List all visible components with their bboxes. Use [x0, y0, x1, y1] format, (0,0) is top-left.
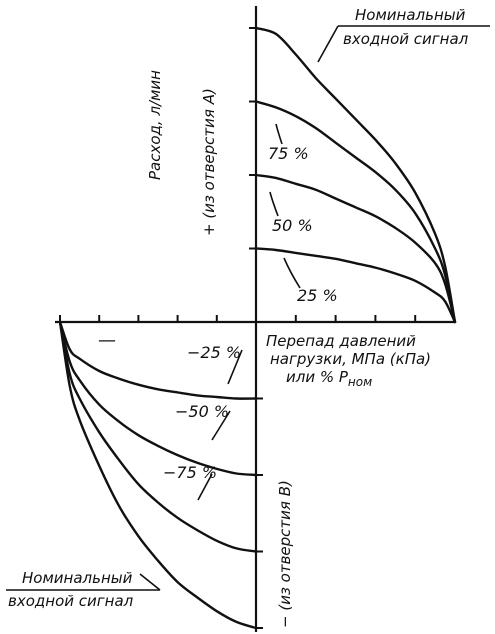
nominal-bottom-line2: входной сигнал	[8, 592, 134, 610]
label-50: 50 %	[272, 216, 313, 235]
x-axis-label-subscript: ном	[348, 375, 372, 389]
y-axis-label-positive-port: + (из отверстия А)	[200, 88, 218, 236]
series-line-neg-4	[58, 320, 258, 400]
series-line-neg-5	[58, 320, 258, 477]
series-line-neg-6	[58, 320, 258, 553]
ticks	[59, 27, 417, 629]
x-axis-label-line2: нагрузки, МПа (кПа)	[270, 350, 431, 368]
nominal-top-line1: Номинальный	[355, 6, 466, 24]
leader-75	[275, 123, 283, 145]
nominal-bottom-line1: Номинальный	[22, 569, 133, 587]
leaders	[139, 25, 339, 591]
label-m75: −75 %	[163, 463, 217, 482]
x-axis-label-line3: или % Pном	[286, 368, 372, 389]
x-axis-label-line3-text: или % P	[286, 368, 349, 386]
y-axis-label-positive: Расход, л/мин	[146, 70, 164, 180]
series-line-pos-1	[254, 100, 457, 324]
leader-m75	[197, 473, 213, 501]
leader-m50	[211, 410, 231, 441]
x-axis-label-line1: Перепад давлений	[266, 332, 416, 350]
label-75: 75 %	[268, 144, 309, 163]
leader-nominal-top	[317, 25, 339, 63]
leader-m25	[227, 349, 243, 385]
series-line-pos-2	[254, 173, 457, 324]
curves	[58, 26, 457, 630]
nominal-top-line2: входной сигнал	[343, 30, 469, 48]
label-25: 25 %	[297, 286, 338, 305]
series-line-pos-3	[254, 247, 457, 324]
leader-nominal-bottom	[139, 573, 161, 591]
series-line-pos-0	[254, 26, 457, 324]
series-line-neg-7	[58, 320, 258, 630]
leader-50	[269, 191, 279, 217]
negative-sign: —	[98, 330, 116, 351]
y-axis-label-negative: − (из отверстия В)	[276, 480, 294, 628]
leader-25	[283, 257, 301, 289]
label-m50: −50 %	[175, 402, 229, 421]
label-m25: −25 %	[187, 343, 241, 362]
